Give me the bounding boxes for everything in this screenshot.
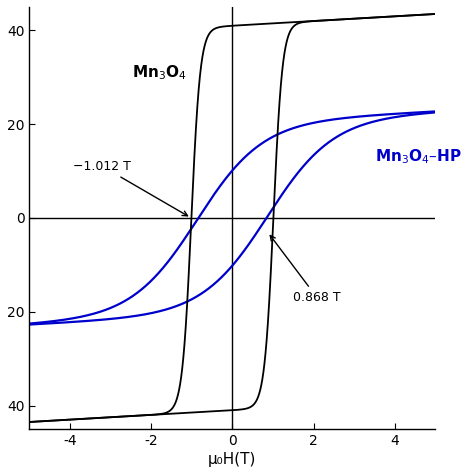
Text: −1.012 T: −1.012 T xyxy=(73,160,188,216)
Text: 0.868 T: 0.868 T xyxy=(270,236,341,304)
Text: Mn$_3$O$_4$: Mn$_3$O$_4$ xyxy=(132,63,187,82)
X-axis label: μ₀H(T): μ₀H(T) xyxy=(208,452,256,467)
Text: Mn$_3$O$_4$–HP: Mn$_3$O$_4$–HP xyxy=(374,148,461,166)
